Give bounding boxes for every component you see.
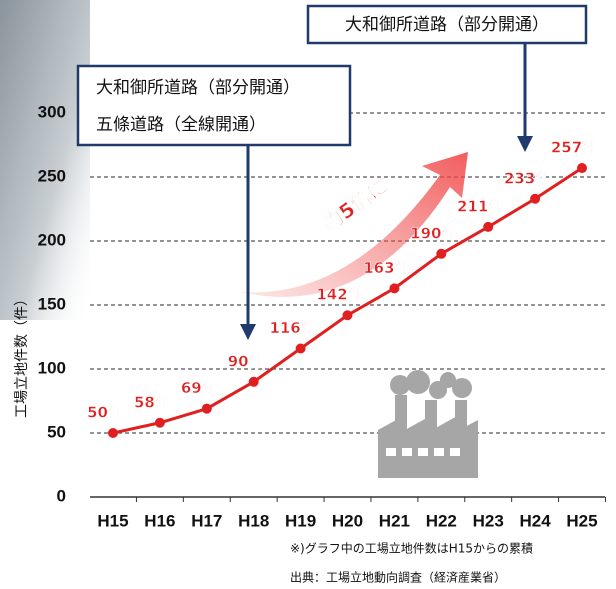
value-label: 69件 <box>181 379 217 397</box>
x-tick-label: H22 <box>426 511 457 530</box>
value-label: 163件 <box>363 259 409 277</box>
y-tick-label: 200 <box>38 230 66 249</box>
y-tick-label: 250 <box>38 166 66 185</box>
x-tick-label: H20 <box>332 511 363 530</box>
x-tick-label: H19 <box>285 511 316 530</box>
value-label: 116件 <box>269 319 315 337</box>
value-label: 142件 <box>316 286 362 304</box>
grid <box>90 112 606 502</box>
callout-text: 大和御所道路（部分開通） <box>345 15 549 35</box>
x-tick-label: H16 <box>144 511 175 530</box>
background-photo <box>0 0 90 320</box>
data-point <box>154 417 165 428</box>
y-tick-label: 300 <box>38 102 66 121</box>
data-point <box>389 283 400 294</box>
value-label: 257件 <box>551 139 597 157</box>
callout-text: 大和御所道路（部分開通） <box>96 78 300 98</box>
data-point <box>108 428 118 438</box>
value-label: 233件 <box>504 169 550 187</box>
data-point <box>483 221 494 232</box>
data-point <box>530 193 541 204</box>
value-label: 190件 <box>410 224 456 242</box>
value-label: 90件 <box>228 352 264 370</box>
callout-box <box>306 4 588 45</box>
growth-arrow <box>240 152 468 297</box>
y-tick-label: 50 <box>47 422 66 441</box>
data-point <box>577 163 587 174</box>
x-tick-label: H18 <box>238 511 269 530</box>
value-label: 58件 <box>134 393 170 411</box>
x-tick-label: H25 <box>566 511 597 530</box>
y-tick-label: 0 <box>57 486 66 505</box>
x-tick-label: H24 <box>520 511 552 530</box>
x-tick-label: H17 <box>191 511 222 530</box>
data-point <box>436 248 447 259</box>
factory-icon <box>378 370 478 478</box>
x-tick-label: H23 <box>473 511 504 530</box>
data-point <box>342 310 353 321</box>
callout-text: 五條道路（全線開通） <box>96 115 266 135</box>
data-point <box>201 403 212 414</box>
footnote: ※)グラフ中の工場立地件数はH15からの累積 <box>290 541 533 556</box>
growth-annotation: 約5倍に <box>318 174 392 236</box>
y-axis-title: 工場立地件数（件） <box>14 292 30 418</box>
data-point <box>295 343 306 354</box>
value-label: 211件 <box>457 197 503 215</box>
y-tick-label: 150 <box>38 294 66 313</box>
data-point <box>248 376 259 387</box>
source-note: 出典：工場立地動向調査（経済産業省） <box>290 570 506 585</box>
x-tick-label: H15 <box>97 511 128 530</box>
value-label: 50件 <box>87 404 123 422</box>
y-tick-label: 100 <box>38 358 66 377</box>
x-tick-label: H21 <box>379 511 410 530</box>
callout-box <box>76 64 352 147</box>
